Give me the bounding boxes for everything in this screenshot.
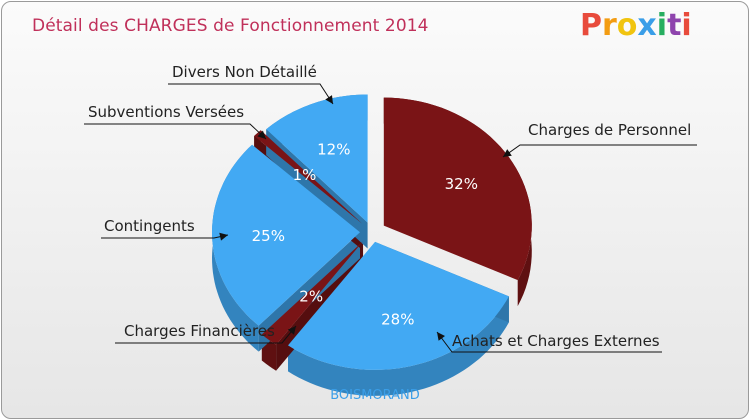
logo-letter: o xyxy=(616,8,638,43)
pie-slice[interactable] xyxy=(266,94,368,223)
proxiti-logo: Proxiti xyxy=(580,8,692,44)
pie-slice-side xyxy=(288,296,509,396)
slice-category-label: Charges de Personnel xyxy=(528,121,691,139)
slice-category-label: Subventions Versées xyxy=(88,103,244,121)
leader-arrow xyxy=(503,149,512,157)
logo-letter: x xyxy=(637,8,657,43)
logo-letter: P xyxy=(580,8,602,43)
leader-line xyxy=(168,83,334,105)
slice-percent-label: 2% xyxy=(299,287,323,305)
leader-arrow xyxy=(257,130,266,139)
pie-slice[interactable] xyxy=(383,97,532,281)
chart-title: Détail des CHARGES de Fonctionnement 201… xyxy=(32,16,429,36)
leader-arrow xyxy=(287,326,296,335)
logo-letter: i xyxy=(656,8,668,43)
commune-label[interactable]: BOISMORAND xyxy=(330,388,420,403)
pie-slice[interactable] xyxy=(261,241,364,345)
slice-percent-label: 1% xyxy=(293,166,317,184)
slice-category-label: Divers Non Détaillé xyxy=(172,63,317,81)
slice-percent-label: 32% xyxy=(445,175,478,193)
slice-percent-label: 12% xyxy=(317,141,350,159)
leader-arrow xyxy=(437,332,445,341)
commune-label-wrap: BOISMORAND xyxy=(0,384,750,403)
leader-line xyxy=(84,123,267,140)
pie-slice[interactable] xyxy=(212,144,360,326)
slice-category-label: Charges Financières xyxy=(124,322,275,340)
slice-percent-label: 25% xyxy=(252,227,285,245)
logo-letter: i xyxy=(681,8,692,43)
leader-line xyxy=(502,144,697,158)
leader-arrow xyxy=(219,232,228,241)
leader-arrow xyxy=(325,95,333,104)
pie-slice[interactable] xyxy=(254,130,363,224)
slice-category-label: Achats et Charges Externes xyxy=(452,332,660,350)
logo-letter: r xyxy=(602,8,617,43)
slice-category-label: Contingents xyxy=(104,217,195,235)
slice-percent-label: 28% xyxy=(381,311,414,329)
pie-slice[interactable] xyxy=(288,241,509,370)
leader-line xyxy=(101,234,229,239)
logo-letter: t xyxy=(667,8,682,43)
leader-line xyxy=(436,331,662,353)
